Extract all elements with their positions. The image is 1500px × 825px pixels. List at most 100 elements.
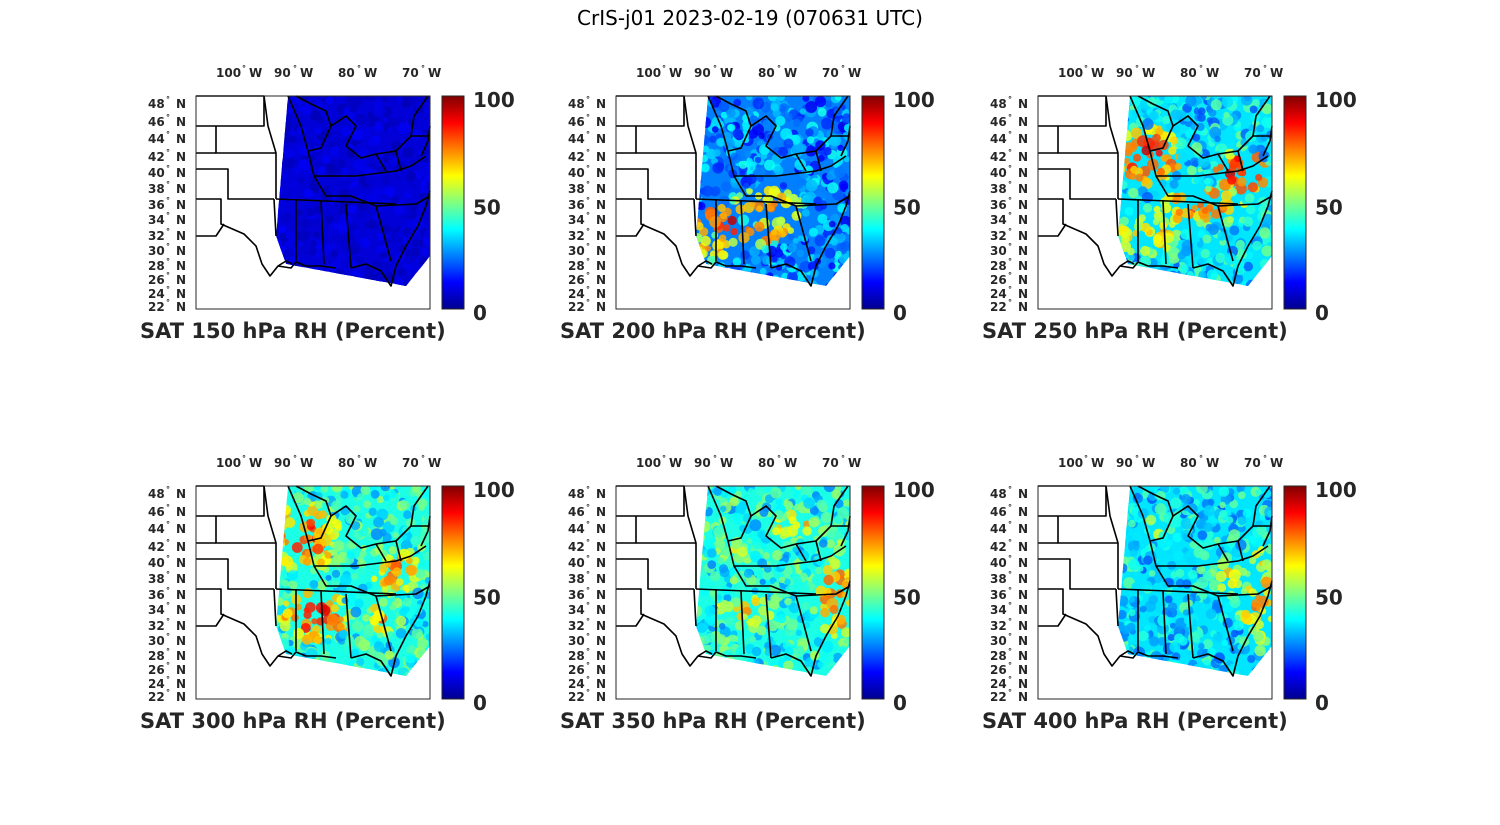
svg-text:46: 46 [990, 505, 1007, 519]
svg-text:N: N [176, 97, 186, 111]
svg-text:°: ° [166, 520, 170, 529]
panel-title: SAT 250 hPa RH (Percent) [982, 319, 1288, 343]
rh-swath [696, 486, 850, 676]
svg-text:N: N [176, 556, 186, 570]
lat-tick-label: 42 ° N [148, 538, 186, 554]
svg-text:°: ° [1084, 454, 1088, 463]
svg-text:°: ° [166, 661, 170, 670]
lon-tick-label: 100 ° W [636, 64, 682, 80]
svg-text:°: ° [586, 271, 590, 280]
svg-text:42: 42 [990, 540, 1007, 554]
svg-text:38: 38 [990, 572, 1007, 586]
svg-text:80: 80 [758, 66, 775, 80]
svg-text:N: N [176, 132, 186, 146]
lat-tick-label: 44 ° N [148, 520, 186, 536]
lat-tick-label: 30 ° N [568, 242, 606, 258]
svg-text:90: 90 [694, 66, 711, 80]
lat-tick-label: 26 ° N [568, 661, 606, 677]
lat-tick-label: 46 ° N [990, 503, 1028, 519]
svg-text:°: ° [1008, 661, 1012, 670]
lat-tick-label: 30 ° N [990, 242, 1028, 258]
svg-text:N: N [596, 182, 606, 196]
svg-text:80: 80 [338, 456, 355, 470]
svg-text:°: ° [1084, 64, 1088, 73]
svg-text:°: ° [166, 242, 170, 251]
svg-text:N: N [596, 522, 606, 536]
svg-text:W: W [1206, 66, 1219, 80]
svg-text:N: N [596, 97, 606, 111]
colorbar-tick-label: 100 [1315, 478, 1357, 502]
svg-text:N: N [596, 540, 606, 554]
svg-text:26: 26 [568, 663, 585, 677]
svg-text:N: N [1018, 522, 1028, 536]
state-boundaries [616, 485, 851, 677]
lat-tick-label: 40 ° N [990, 164, 1028, 180]
svg-text:°: ° [1199, 454, 1203, 463]
svg-text:N: N [596, 273, 606, 287]
lon-tick-label: 80 ° W [758, 64, 797, 80]
svg-text:°: ° [586, 95, 590, 104]
svg-text:26: 26 [148, 273, 165, 287]
lat-tick-label: 48 ° N [990, 95, 1028, 111]
map-svg: 100 ° W 90 ° W 80 ° W 70 ° W48 ° N46 ° N44 ° N42 ° N40 ° N38 °… [568, 454, 935, 715]
lat-tick-label: 40 ° N [148, 554, 186, 570]
svg-text:N: N [596, 487, 606, 501]
svg-text:°: ° [421, 64, 425, 73]
svg-text:°: ° [1199, 64, 1203, 73]
svg-text:34: 34 [148, 603, 165, 617]
lat-tick-label: 38 ° N [568, 180, 606, 196]
lat-tick-label: 26 ° N [148, 271, 186, 287]
svg-text:42: 42 [148, 150, 165, 164]
svg-text:28: 28 [148, 649, 165, 663]
svg-text:°: ° [586, 538, 590, 547]
svg-text:N: N [596, 244, 606, 258]
svg-text:36: 36 [568, 588, 585, 602]
svg-text:N: N [176, 300, 186, 314]
svg-text:°: ° [586, 503, 590, 512]
svg-text:N: N [1018, 115, 1028, 129]
svg-text:N: N [176, 115, 186, 129]
svg-text:W: W [784, 456, 797, 470]
lon-tick-label: 80 ° W [1180, 454, 1219, 470]
lat-tick-label: 24 ° N [568, 285, 606, 301]
map-area [195, 95, 431, 310]
lat-tick-label: 36 ° N [148, 586, 186, 602]
svg-text:100: 100 [216, 66, 241, 80]
lon-tick-label: 100 ° W [216, 64, 262, 80]
svg-text:42: 42 [148, 540, 165, 554]
svg-text:°: ° [166, 227, 170, 236]
svg-text:90: 90 [274, 456, 291, 470]
svg-text:32: 32 [148, 229, 165, 243]
lat-tick-label: 34 ° N [568, 601, 606, 617]
svg-text:W: W [1270, 456, 1283, 470]
colorbar: 100 50 0 [441, 88, 515, 325]
lat-tick-label: 48 ° N [568, 485, 606, 501]
svg-text:38: 38 [990, 182, 1007, 196]
svg-text:°: ° [586, 675, 590, 684]
svg-text:°: ° [662, 454, 666, 463]
svg-text:°: ° [166, 271, 170, 280]
svg-text:W: W [848, 456, 861, 470]
lat-tick-label: 42 ° N [568, 538, 606, 554]
svg-text:32: 32 [568, 229, 585, 243]
svg-text:N: N [1018, 150, 1028, 164]
svg-text:N: N [1018, 603, 1028, 617]
rh-swath [276, 96, 430, 286]
svg-text:°: ° [1263, 454, 1267, 463]
svg-text:°: ° [841, 64, 845, 73]
svg-text:N: N [596, 229, 606, 243]
svg-text:38: 38 [148, 182, 165, 196]
svg-text:°: ° [1008, 554, 1012, 563]
svg-text:N: N [596, 663, 606, 677]
lon-tick-label: 90 ° W [694, 64, 733, 80]
colorbar-tick-label: 100 [473, 478, 515, 502]
svg-text:N: N [176, 244, 186, 258]
svg-text:°: ° [293, 454, 297, 463]
svg-text:24: 24 [990, 677, 1007, 691]
svg-text:W: W [428, 66, 441, 80]
lon-tick-label: 70 ° W [822, 64, 861, 80]
lat-tick-label: 30 ° N [148, 632, 186, 648]
svg-text:N: N [176, 198, 186, 212]
lat-tick-label: 44 ° N [568, 520, 606, 536]
svg-text:°: ° [1008, 520, 1012, 529]
